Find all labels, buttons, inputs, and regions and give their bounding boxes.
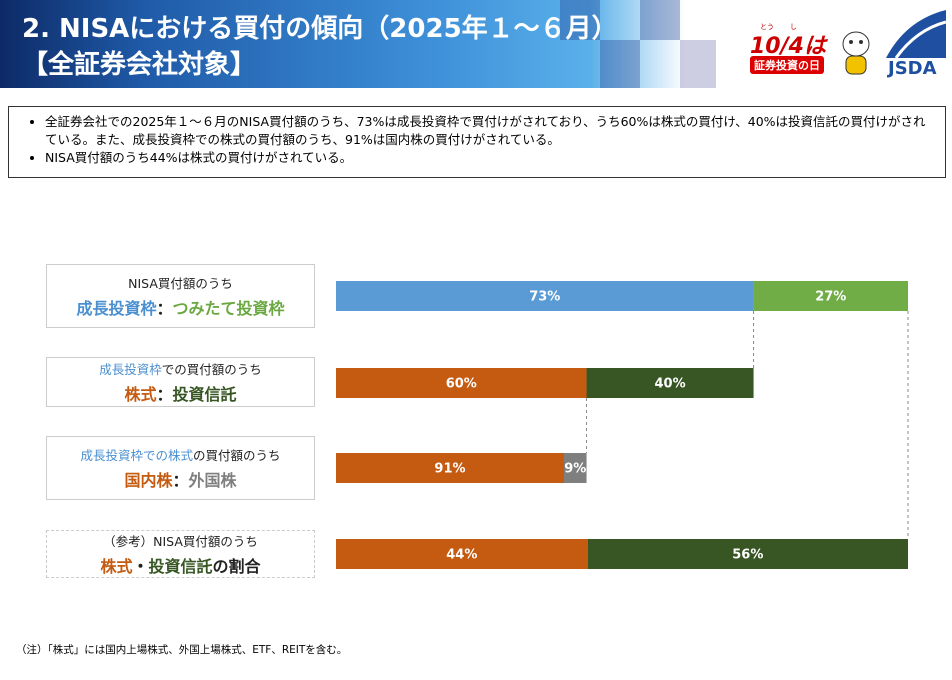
label-text: ： — [156, 385, 173, 404]
label-text: 投資信託 — [172, 385, 237, 404]
logo-org: JSDA — [888, 58, 937, 79]
value-label: 56% — [732, 548, 763, 563]
label-text: の割合 — [212, 557, 261, 576]
value-label: 9% — [564, 462, 586, 477]
bar-segment — [336, 539, 588, 569]
title-line: 2. NISAにおける買付の傾向（2025年１～６月） — [22, 14, 618, 44]
row-label: NISA買付額のうち成長投資枠：つみたて投資枠 — [46, 264, 315, 328]
bar-segment — [336, 368, 587, 398]
label-text: 成長投資枠での株式 — [80, 448, 193, 463]
label-line: 成長投資枠：つみたて投資枠 — [47, 295, 314, 319]
label-text: 株式 — [100, 557, 133, 576]
row-label: 成長投資枠での株式の買付額のうち国内株：外国株 — [46, 436, 315, 500]
value-label: 44% — [446, 548, 477, 563]
label-text: 株式 — [124, 385, 157, 404]
logo-main: 10/4は — [750, 34, 826, 59]
bullet: 全証券会社での2025年１～６月のNISA買付額のうち、73%は成長投資枠で買付… — [45, 113, 935, 149]
value-label: 27% — [815, 290, 846, 305]
row-label: 成長投資枠での買付額のうち 株式：投資信託 — [46, 357, 315, 407]
label-line: 成長投資枠での買付額のうち — [47, 359, 314, 378]
bar-segment — [587, 539, 908, 569]
value-label: 73% — [529, 290, 560, 305]
label-text: （参考）NISA買付額のうち — [103, 534, 258, 549]
value-label: 40% — [654, 377, 685, 392]
label-text: NISA買付額のうち — [128, 276, 233, 291]
label-text: ： — [156, 299, 173, 318]
value-label: 60% — [446, 377, 477, 392]
label-text: ・ — [132, 557, 149, 576]
label-text: の買付額のうち — [193, 448, 281, 463]
title-line: 【全証券会社対象】 — [22, 50, 257, 80]
logo-sub: 証券投資の日 — [750, 56, 824, 74]
logo-ruby: し — [790, 23, 797, 31]
bar-segment — [563, 453, 587, 483]
bar-segment — [336, 453, 564, 483]
logo-ruby: とう — [760, 23, 774, 31]
summary-box: 全証券会社での2025年１～６月のNISA買付額のうち、73%は成長投資枠で買付… — [8, 106, 946, 178]
row-label: （参考）NISA買付額のうち株式・投資信託の割合 — [46, 530, 315, 578]
label-text: 成長投資枠 — [76, 299, 157, 318]
label-text: 投資信託 — [148, 557, 213, 576]
mascot — [842, 31, 870, 75]
label-line: 国内株：外国株 — [47, 467, 314, 491]
footnote: （注）「株式」には国内上場株式、外国上場株式、ETF、REITを含む。 — [16, 644, 348, 656]
label-text: での買付額のうち — [161, 362, 262, 377]
jsda-mark — [886, 10, 946, 58]
header-bar: 2. NISAにおける買付の傾向（2025年１～６月） 【全証券会社対象】 — [0, 0, 952, 88]
label-text: 成長投資枠 — [99, 362, 162, 377]
label-line: 成長投資枠での株式の買付額のうち — [47, 445, 314, 464]
label-text: つみたて投資枠 — [172, 299, 285, 318]
label-line: 株式：投資信託 — [47, 381, 314, 405]
label-line: 株式・投資信託の割合 — [47, 553, 314, 577]
bar-segment — [336, 281, 754, 311]
label-line: （参考）NISA買付額のうち — [47, 531, 314, 550]
bar-segment — [586, 368, 754, 398]
bar-segment — [753, 281, 908, 311]
label-line: NISA買付額のうち — [47, 273, 314, 292]
bullet: NISA買付額のうち44%は株式の買付けがされている。 — [45, 149, 935, 167]
label-text: 外国株 — [188, 471, 237, 490]
label-text: ： — [172, 471, 189, 490]
value-label: 91% — [434, 462, 465, 477]
label-text: 国内株 — [124, 471, 173, 490]
